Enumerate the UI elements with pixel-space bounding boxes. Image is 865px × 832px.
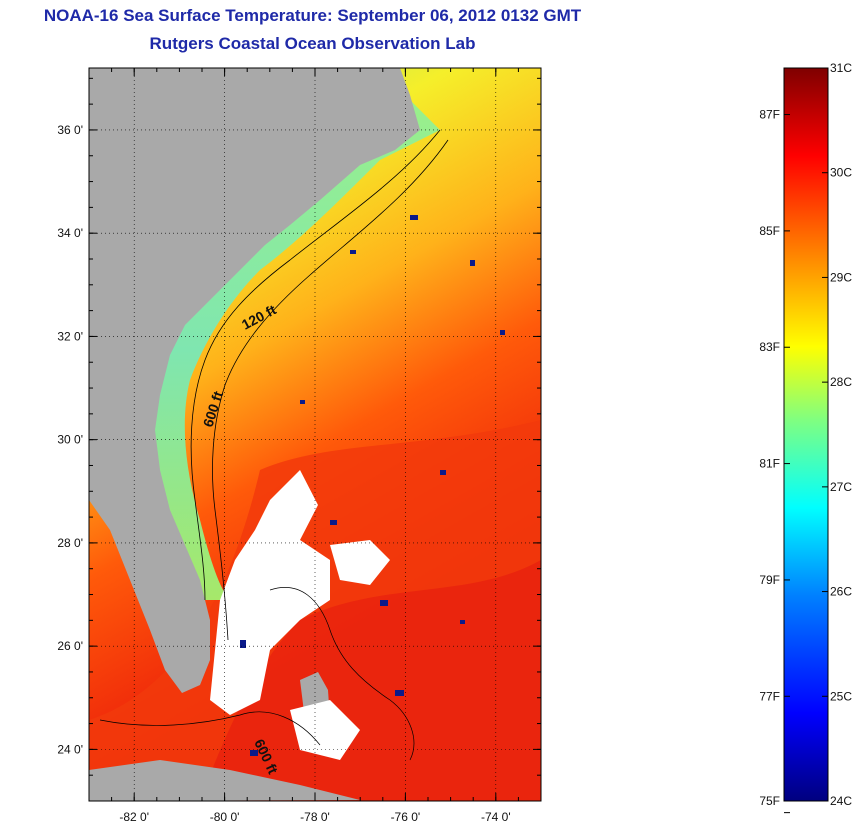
colorbar-celsius-label: 27C — [830, 480, 852, 494]
contour-120ft — [190, 129, 441, 601]
colorbar-fahrenheit-label: 85F — [759, 224, 780, 238]
colorbar-fahrenheit-label: 75F — [759, 794, 780, 808]
colorbar-celsius-labels: 31C 30C 29C 28C 27C 26C 25C 24C — [822, 61, 852, 808]
colorbar-fahrenheit-label: 79F — [759, 573, 780, 587]
contour-bahamas — [269, 587, 415, 761]
colorbar-celsius-label: 25C — [830, 689, 852, 703]
lat-tick-label: 26 0' — [57, 639, 83, 653]
lon-tick-label: -78 0' — [300, 810, 330, 824]
colorbar-celsius-label: 24C — [830, 794, 852, 808]
no-data-region — [210, 470, 330, 715]
map-title: NOAA-16 Sea Surface Temperature: Septemb… — [43, 6, 582, 25]
map-subtitle: Rutgers Coastal Ocean Observation Lab — [149, 34, 476, 53]
map-ticks — [89, 68, 541, 801]
colorbar-celsius-label: 26C — [830, 585, 852, 599]
colorbar-celsius-label: 30C — [830, 166, 852, 180]
lon-tick-label: -80 0' — [210, 810, 240, 824]
lat-tick-label: 32 0' — [57, 329, 83, 343]
colorbar-fahrenheit-labels: 87F 85F 83F 81F 79F 77F 75F — [759, 108, 790, 814]
longitude-labels: -82 0' -80 0' -78 0' -76 0' -74 0' — [119, 810, 510, 824]
colorbar-celsius-label: 29C — [830, 270, 852, 284]
colorbar-fahrenheit-label: 81F — [759, 457, 780, 471]
lat-tick-label: 30 0' — [57, 433, 83, 447]
warm-water-core — [200, 560, 541, 801]
lat-tick-label: 24 0' — [57, 742, 83, 756]
lat-tick-label: 34 0' — [57, 226, 83, 240]
graticule — [89, 68, 541, 801]
lat-tick-label: 28 0' — [57, 536, 83, 550]
colorbar-fahrenheit-label: 87F — [759, 108, 780, 122]
contour-600ft — [212, 139, 449, 641]
colorbar-gradient — [783, 67, 829, 802]
no-data-region-3 — [290, 700, 360, 760]
latitude-labels: 24 0' 26 0' 28 0' 30 0' 32 0' 34 0' 36 0' — [57, 123, 83, 756]
colorbar-celsius-label: 28C — [830, 375, 852, 389]
lon-tick-label: -82 0' — [119, 810, 149, 824]
lon-tick-label: -74 0' — [481, 810, 511, 824]
lat-tick-label: 36 0' — [57, 123, 83, 137]
colorbar-celsius-label: 31C — [830, 61, 852, 75]
lon-tick-label: -76 0' — [391, 810, 421, 824]
cloud-edge-speckles — [240, 215, 505, 756]
colorbar-fahrenheit-label: 83F — [759, 340, 780, 354]
colorbar-fahrenheit-label: 77F — [759, 689, 780, 703]
contour-florida-straits — [99, 711, 321, 746]
land-southeast-us — [89, 68, 420, 693]
no-data-region-2 — [330, 540, 390, 585]
